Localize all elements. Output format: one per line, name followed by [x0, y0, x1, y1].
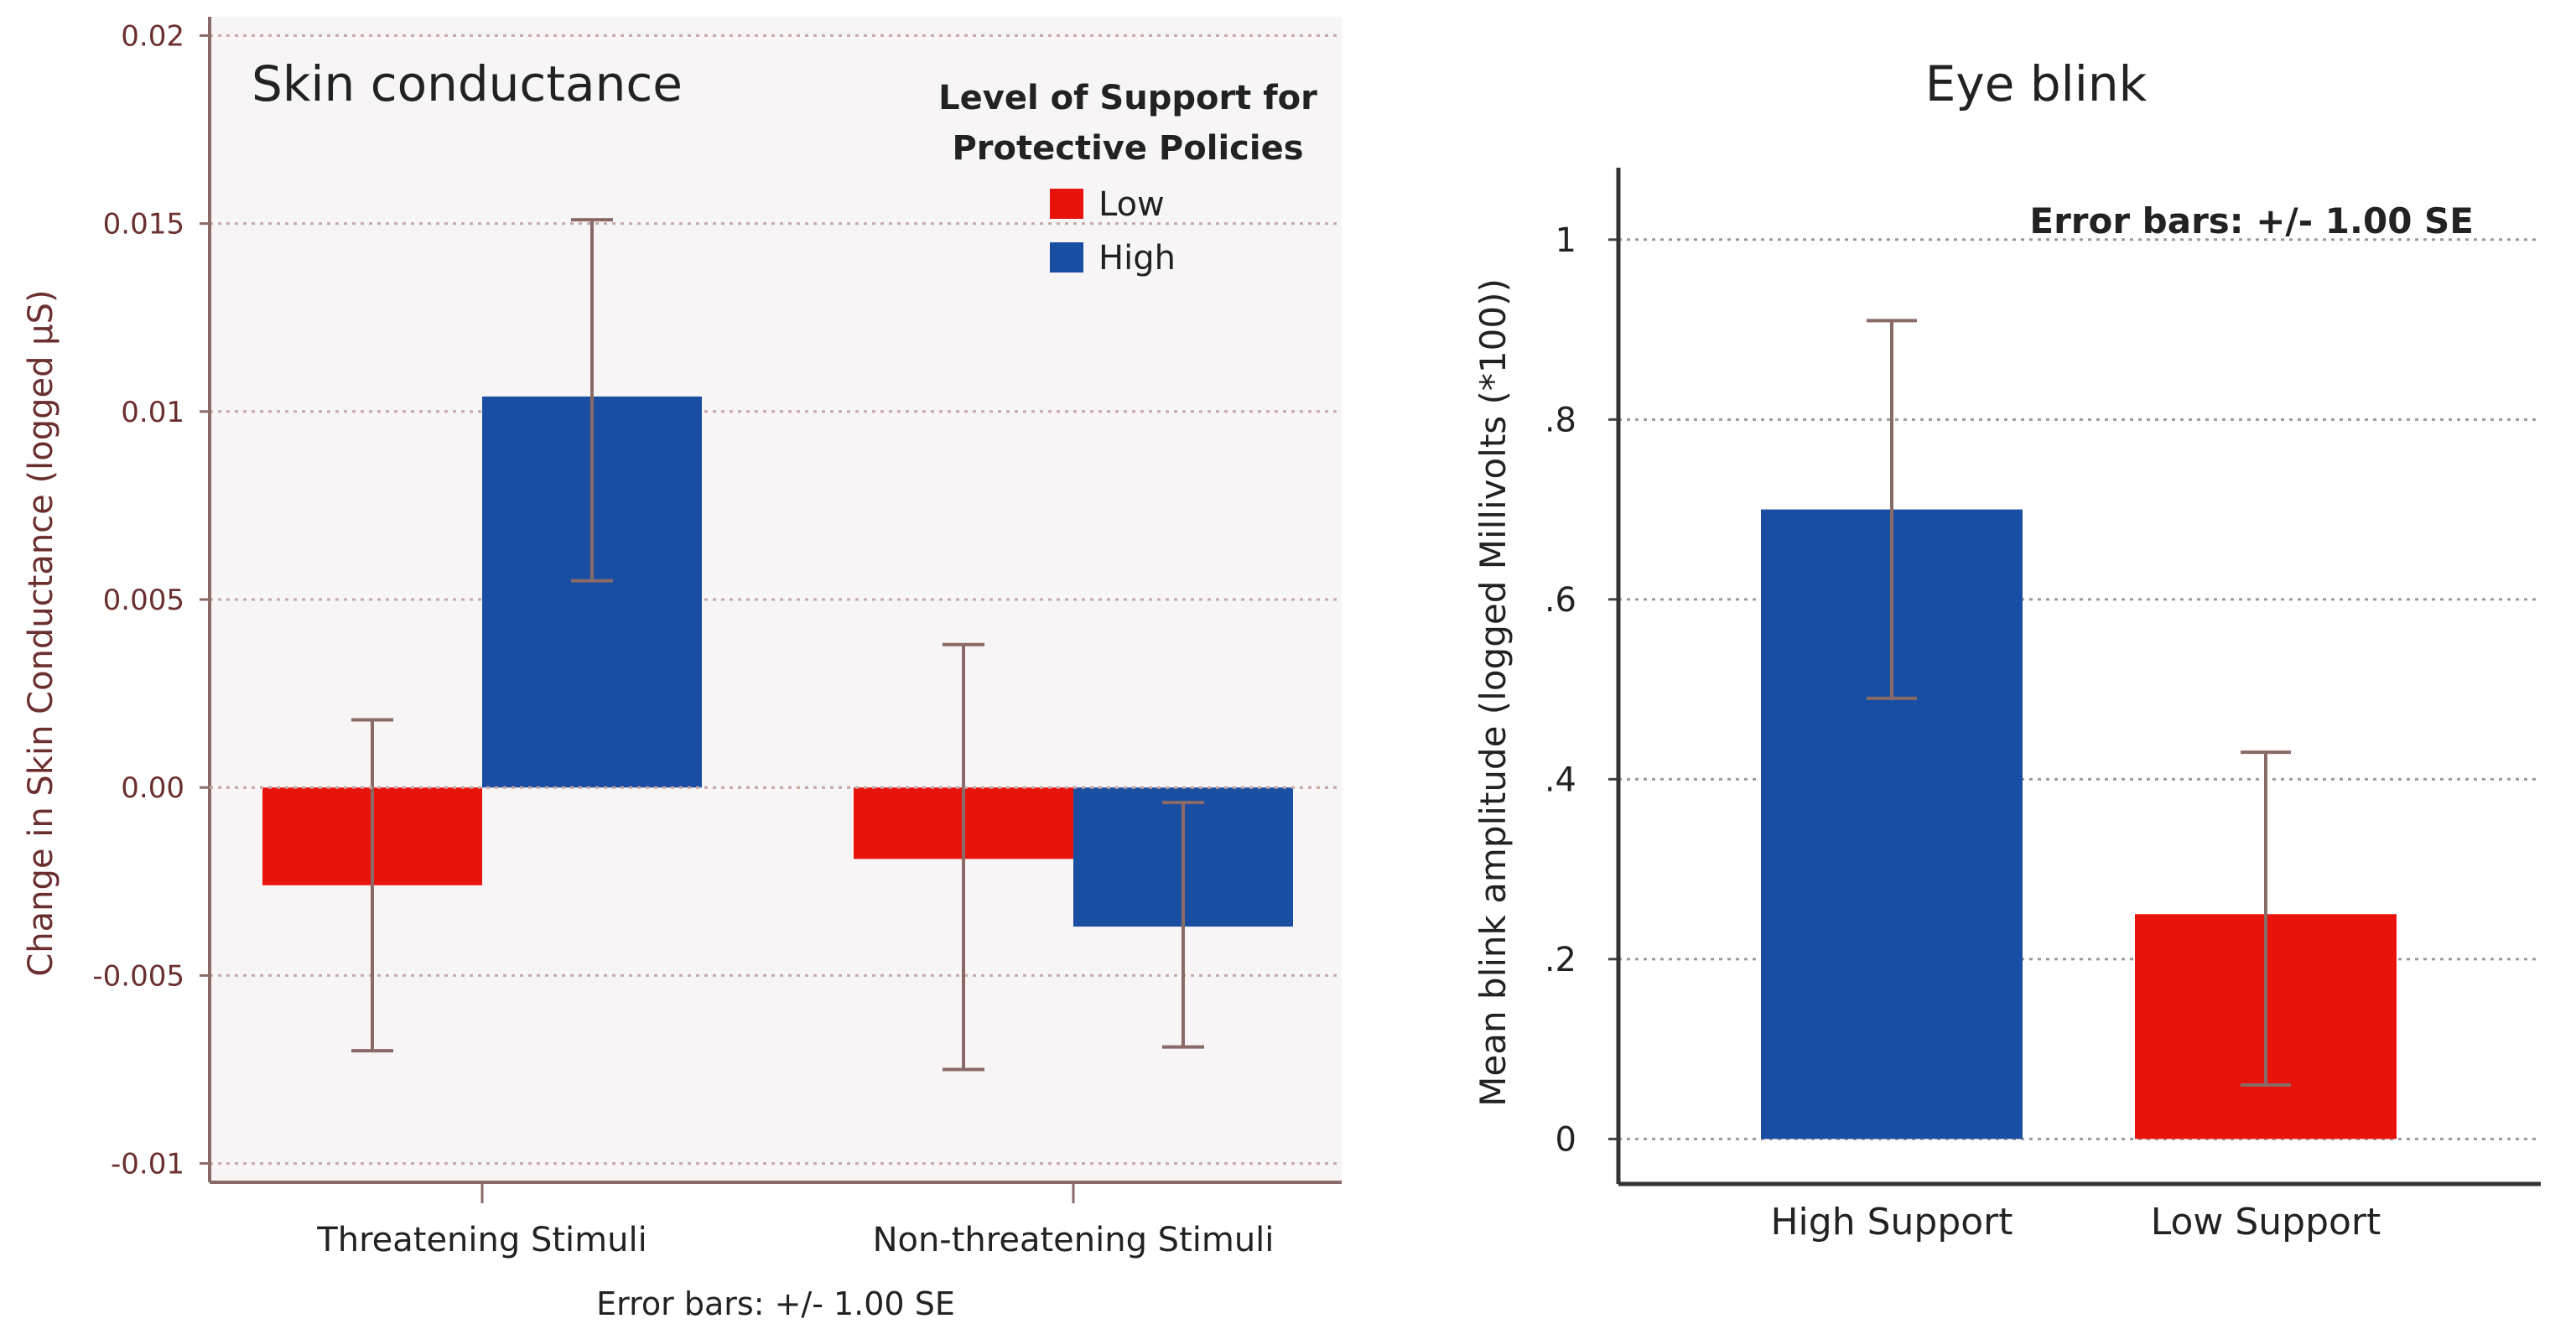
- x-tick-label: Low Support: [2151, 1201, 2381, 1243]
- x-tick-label: Non-threatening Stimuli: [873, 1221, 1275, 1259]
- chart-title: Skin conductance: [252, 55, 683, 112]
- y-tick-label: 0.015: [103, 208, 184, 241]
- legend-label-low: Low: [1098, 185, 1165, 224]
- legend-title: Level of Support for: [938, 79, 1317, 117]
- legend-label-high: High: [1098, 239, 1176, 278]
- y-tick-label: 1: [1555, 221, 1576, 260]
- y-tick-label: -0.005: [92, 959, 184, 993]
- y-tick-label: -0.01: [111, 1148, 184, 1181]
- skin-conductance-chart: 0.02 0.015 0.01 0.005 0.00 -0.005 -0.01 Threate…: [22, 17, 1342, 1322]
- y-axis-label: Change in Skin Conductance (logged µS): [22, 289, 60, 976]
- legend-swatch-high: [1050, 242, 1083, 273]
- x-tick-label: High Support: [1770, 1201, 2012, 1243]
- y-tick-label: .4: [1545, 761, 1576, 799]
- y-tick-label: .8: [1545, 401, 1576, 439]
- plot-area: [210, 17, 1342, 1182]
- y-tick-label: 0.005: [103, 584, 184, 617]
- y-tick-label: 0.00: [121, 771, 184, 805]
- x-tick-label: Threatening Stimuli: [316, 1221, 647, 1259]
- y-tick-label: 0.02: [121, 19, 184, 53]
- legend: Level of Support for Protective Policies L…: [938, 79, 1317, 278]
- x-axis-note: Error bars: +/- 1.00 SE: [596, 1285, 955, 1322]
- eye-blink-chart: 1 .8 .6 .4 .2 0 High Support Low Support Eye bli…: [1472, 55, 2541, 1243]
- y-tick-label: 0.01: [121, 396, 184, 429]
- legend-swatch-low: [1050, 189, 1083, 219]
- legend-title: Protective Policies: [952, 129, 1303, 168]
- chart-title: Eye blink: [1925, 55, 2148, 112]
- error-bars-note: Error bars: +/- 1.00 SE: [2029, 200, 2474, 241]
- y-tick-label: .2: [1545, 941, 1576, 979]
- y-tick-label: 0: [1555, 1120, 1576, 1159]
- y-tick-label: .6: [1545, 581, 1576, 620]
- y-axis-label: Mean blink amplitude (logged Millivolts …: [1472, 278, 1514, 1107]
